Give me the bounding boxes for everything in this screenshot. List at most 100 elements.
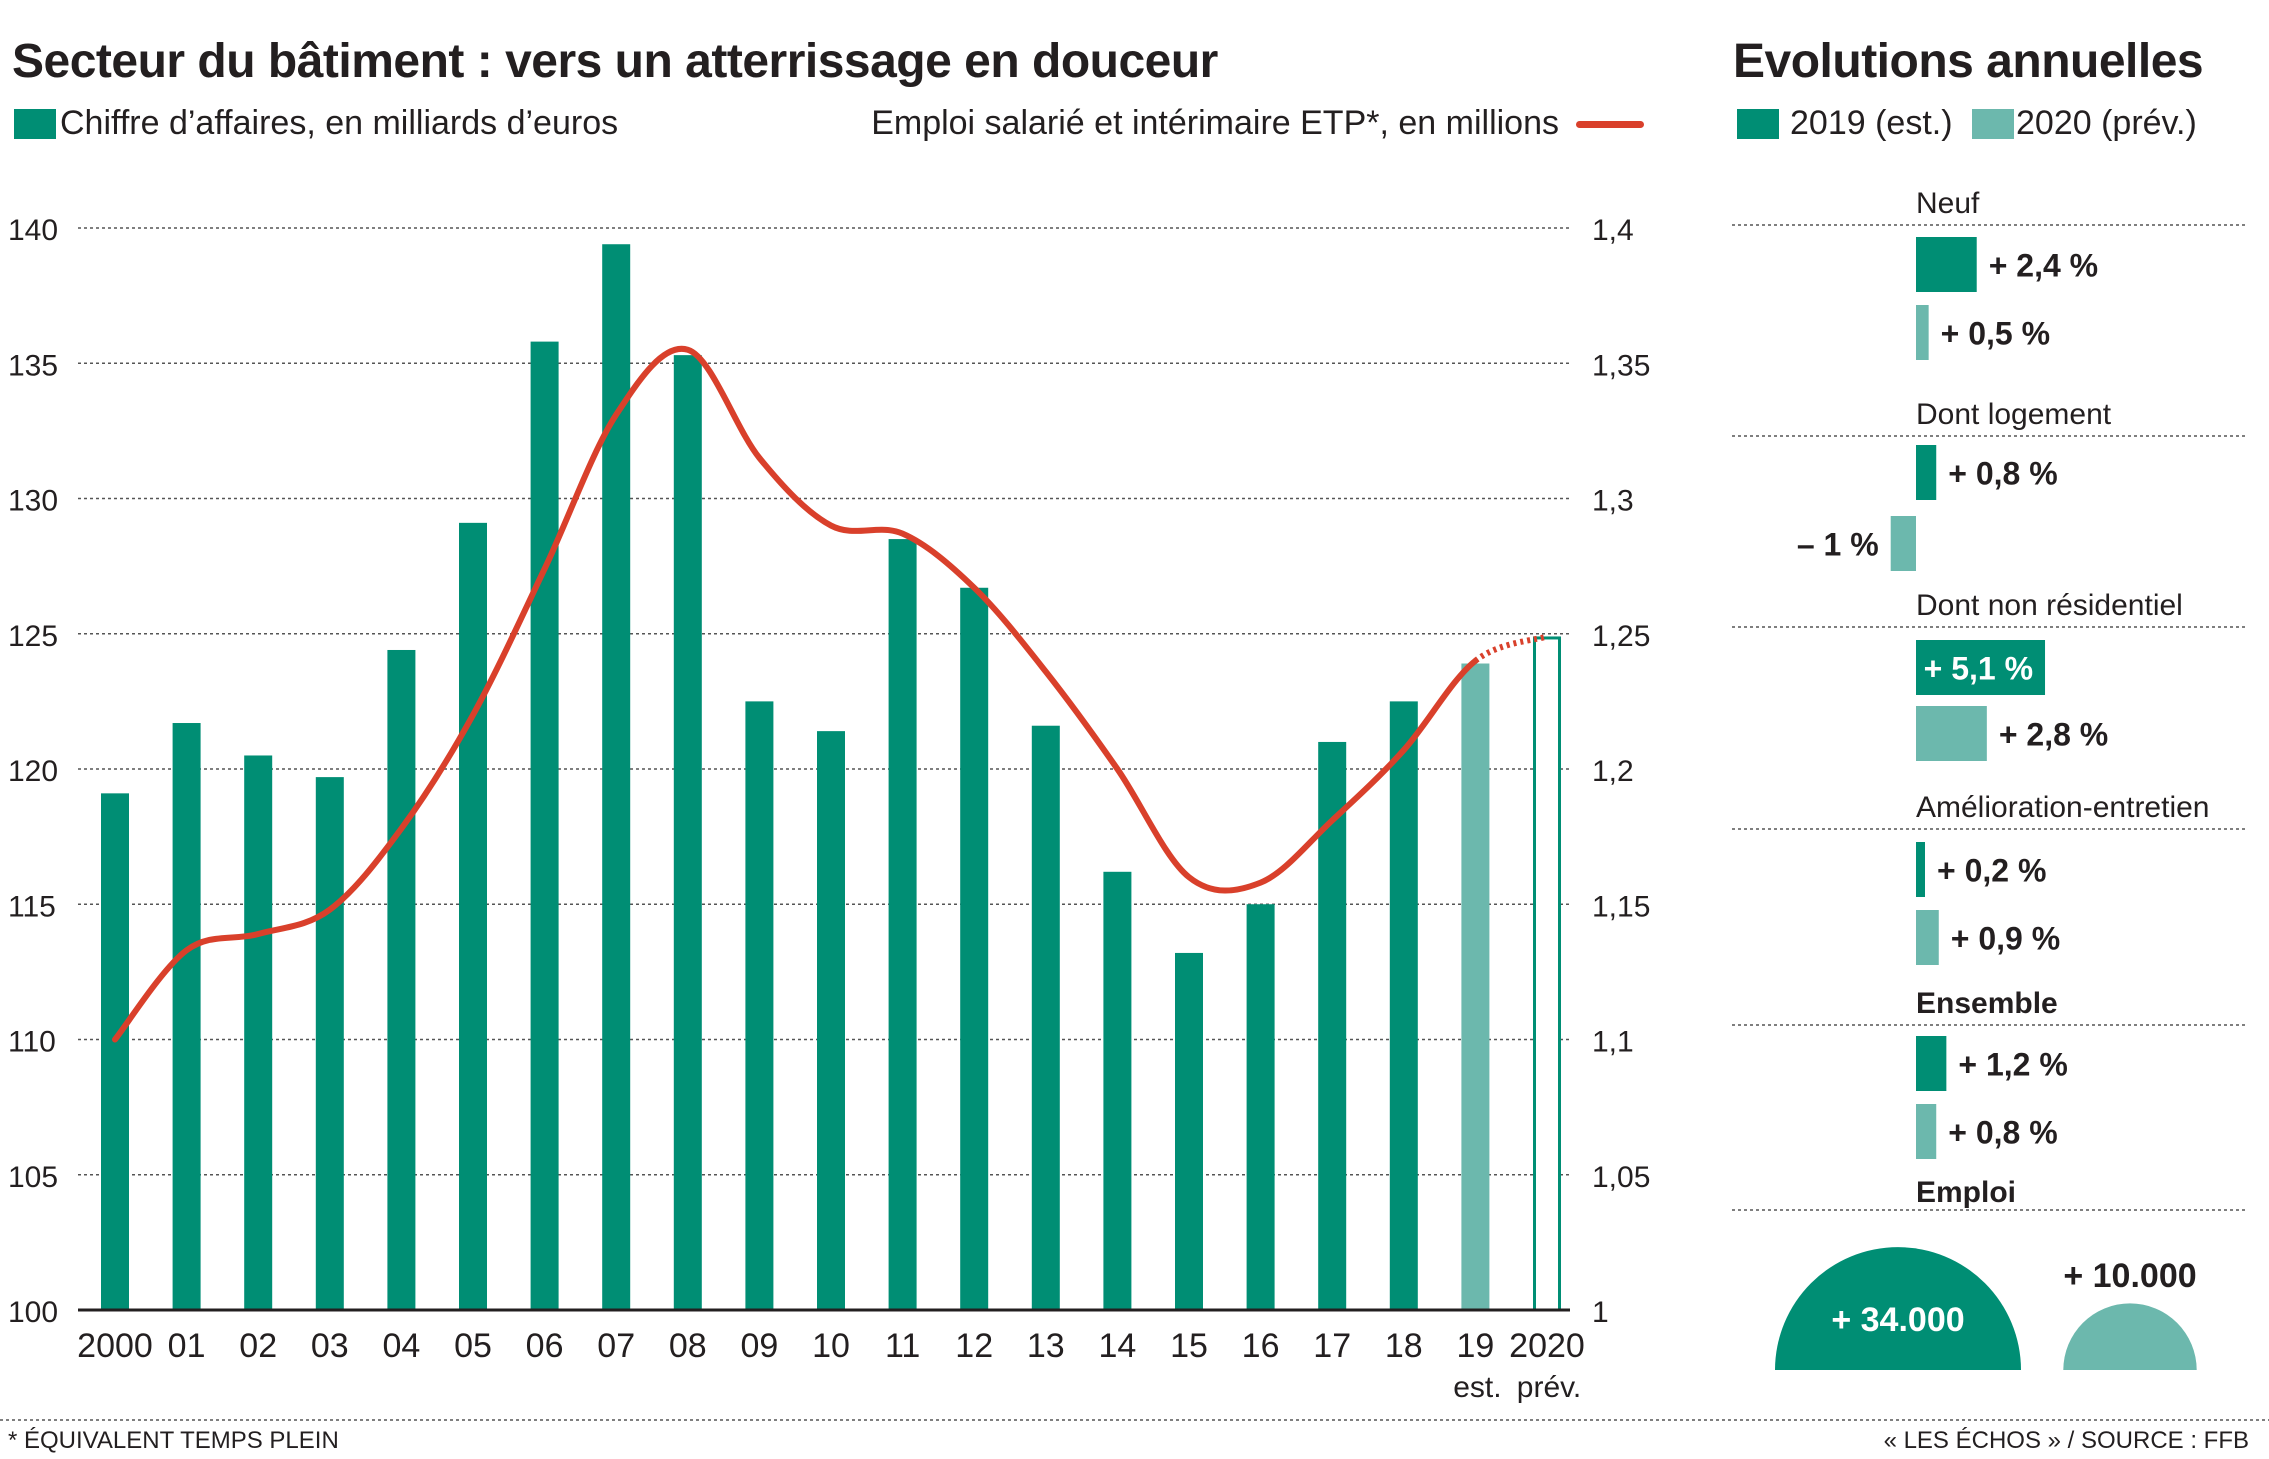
bar xyxy=(315,777,344,1310)
y-tick-label-right: 1,2 xyxy=(1592,755,1634,788)
y-tick-label-left: 130 xyxy=(8,485,58,518)
evolution-bar xyxy=(1916,640,2046,695)
evolution-bar xyxy=(1916,706,1987,761)
x-tick-label: 04 xyxy=(382,1327,420,1365)
employment-line-forecast xyxy=(1473,633,1548,664)
group-label: Emploi xyxy=(1916,1176,2016,1209)
legend-swatch-2019 xyxy=(1737,109,1779,139)
x-tick-label: 2000 xyxy=(77,1327,153,1365)
x-tick-label: 02 xyxy=(239,1327,277,1365)
chart-title: Secteur du bâtiment : vers un atterrissa… xyxy=(12,35,1218,88)
y-tick-label-right: 1,1 xyxy=(1592,1026,1634,1059)
group-label: Neuf xyxy=(1916,187,1980,220)
evolution-value-label: + 0,8 % xyxy=(1948,1115,2057,1151)
bar xyxy=(745,701,774,1310)
y-tick-label-left: 100 xyxy=(8,1296,58,1329)
group-label: Dont non résidentiel xyxy=(1916,589,2183,622)
footnote: * ÉQUIVALENT TEMPS PLEIN xyxy=(8,1427,339,1454)
y-tick-label-left: 135 xyxy=(8,349,58,382)
bar xyxy=(602,244,631,1311)
y-tick-label-left: 105 xyxy=(8,1161,58,1194)
bar xyxy=(530,341,559,1310)
x-tick-label: 07 xyxy=(597,1327,635,1365)
bar xyxy=(960,587,989,1310)
bar xyxy=(888,539,917,1310)
evolution-value-label: + 0,9 % xyxy=(1951,921,2060,957)
legend-label-revenue: Chiffre d’affaires, en milliards d’euros xyxy=(60,104,619,142)
bar xyxy=(1175,952,1203,1310)
x-tick-label: 10 xyxy=(812,1327,850,1365)
x-tick-sublabel: prév. xyxy=(1517,1371,1581,1404)
evolution-bar xyxy=(1916,445,1937,500)
legend-label-employment: Emploi salarié et intérimaire ETP*, en m… xyxy=(871,104,1559,142)
evolution-bar xyxy=(1916,1036,1947,1091)
bar xyxy=(387,649,416,1310)
x-tick-label: 15 xyxy=(1170,1327,1208,1365)
evolution-bar xyxy=(1890,516,1916,571)
y-tick-label-right: 1,05 xyxy=(1592,1161,1650,1194)
y-tick-label-right: 1 xyxy=(1592,1296,1609,1329)
x-tick-label: 19 xyxy=(1456,1327,1494,1365)
x-tick-label: 14 xyxy=(1098,1327,1136,1365)
x-tick-label: 03 xyxy=(311,1327,349,1365)
group-label: Dont logement xyxy=(1916,398,2112,431)
bar xyxy=(673,355,702,1310)
evolution-bar xyxy=(1916,237,1977,292)
x-tick-label: 08 xyxy=(669,1327,707,1365)
evolution-bar xyxy=(1916,910,1939,965)
bar xyxy=(1318,741,1347,1310)
evolution-bar xyxy=(1916,305,1929,360)
bar xyxy=(1533,636,1561,1312)
bar xyxy=(1461,663,1490,1310)
x-tick-label: 09 xyxy=(740,1327,778,1365)
source-note: « LES ÉCHOS » / SOURCE : FFB xyxy=(1883,1427,2249,1454)
bar xyxy=(244,755,273,1310)
group-label: Amélioration-entretien xyxy=(1916,791,2209,824)
x-tick-label: 13 xyxy=(1027,1327,1065,1365)
axes: 100 105 110 115 120 125 130 135 140 1 1,05 1,1 1,15 1… xyxy=(8,214,1650,1404)
bar xyxy=(1246,904,1275,1310)
evolution-value-label: – 1 % xyxy=(1797,527,1879,563)
x-tick-label: 06 xyxy=(526,1327,564,1365)
legend-swatch-revenue xyxy=(14,109,56,139)
bar xyxy=(1031,725,1060,1310)
evolution-value-label: + 2,4 % xyxy=(1989,248,2098,284)
x-tick-label: 11 xyxy=(885,1327,920,1365)
emploi-semicircle-2019 xyxy=(1775,1247,2021,1370)
x-tick-sublabel: est. xyxy=(1453,1371,1501,1404)
y-tick-label-left: 125 xyxy=(8,620,58,653)
employment-line xyxy=(112,345,1479,1043)
bar xyxy=(459,522,487,1310)
bar xyxy=(101,793,129,1310)
y-tick-label-left: 110 xyxy=(8,1026,56,1059)
y-tick-label-left: 115 xyxy=(8,890,56,923)
x-tick-label: 05 xyxy=(454,1327,492,1365)
legend-swatch-2020 xyxy=(1972,109,2014,139)
y-tick-label-right: 1,25 xyxy=(1592,620,1650,653)
bar xyxy=(1103,871,1132,1310)
bar xyxy=(1389,701,1418,1310)
legend-line-employment xyxy=(1576,121,1644,128)
side-panel: Neuf + 2,4 % + 0,5 % Dont logement + 0,8 % – … xyxy=(0,187,2269,1421)
x-tick-label: 16 xyxy=(1242,1327,1280,1365)
group-label: Ensemble xyxy=(1916,987,2058,1020)
legend-label-2020: 2020 (prév.) xyxy=(2016,104,2197,142)
evolution-value-label: + 0,8 % xyxy=(1948,456,2057,492)
y-tick-label-left: 140 xyxy=(8,214,58,247)
evolution-bar xyxy=(1916,842,1925,897)
y-tick-label-right: 1,3 xyxy=(1592,485,1634,518)
x-tick-label: 2020 xyxy=(1509,1327,1585,1365)
legend-label-2019: 2019 (est.) xyxy=(1790,104,1953,142)
bar xyxy=(817,731,845,1310)
y-tick-label-right: 1,15 xyxy=(1592,890,1650,923)
evolution-bar xyxy=(1916,1104,1937,1159)
evolution-value-label: + 2,8 % xyxy=(1999,717,2108,753)
y-tick-label-left: 120 xyxy=(8,755,58,788)
evolution-value-label: + 0,2 % xyxy=(1937,853,2046,889)
evolution-value-label: + 1,2 % xyxy=(1958,1047,2067,1083)
evolution-value-label: + 5,1 % xyxy=(1924,651,2033,687)
side-panel-title: Evolutions annuelles xyxy=(1733,35,2204,88)
x-tick-label: 12 xyxy=(955,1327,993,1365)
evolution-value-label: + 0,5 % xyxy=(1941,316,2050,352)
